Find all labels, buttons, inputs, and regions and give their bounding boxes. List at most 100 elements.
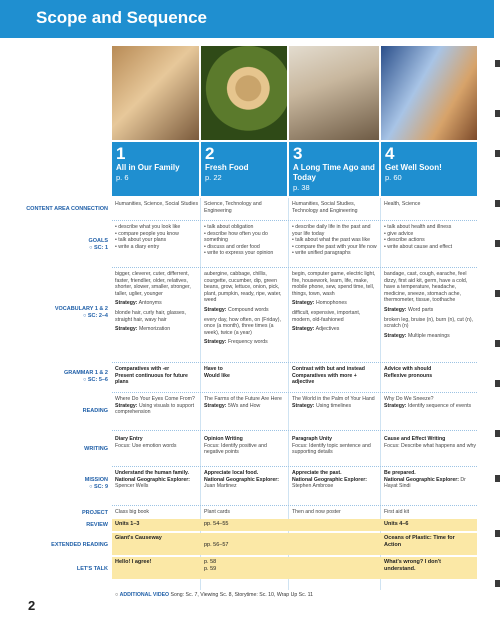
goals-sub: ○ SC: 1: [89, 245, 108, 251]
mission-sc: SC: 9: [93, 484, 108, 490]
vocab-words-2: difficult, expensive, important, modern,…: [292, 309, 361, 323]
reading-title: Why Do We Sneeze?: [384, 396, 434, 402]
label-project: PROJECT: [82, 510, 108, 516]
letstalk-1: Hello! I agree!: [115, 559, 152, 565]
grammar-b: Would like: [204, 372, 230, 379]
reading-strategy: Strategy: Identify sequence of events: [384, 403, 477, 410]
vocab-words-2: every day, how often, on (Friday), once …: [204, 316, 281, 336]
vocab-words: bigger, cleverer, cuter, differrent, fas…: [115, 271, 191, 297]
unit-number: 4: [385, 144, 395, 163]
review-units-1-3: Units 1–3: [115, 521, 140, 527]
edge-tab: [495, 200, 500, 207]
grammar-unit3: Contrast with but and instead Comparative…: [292, 366, 379, 386]
vocab-words: bandage, cast, cough, earache, feel dizz…: [384, 271, 468, 304]
label-vocabulary: VOCABULARY 1 & 2 ○ SC: 2–4: [20, 306, 108, 320]
reading-strategy: Strategy: Using timelines: [292, 403, 379, 410]
grammar-unit4: Advice with should Reflexive pronouns: [384, 366, 477, 379]
strategy-label: Strategy:: [384, 332, 407, 339]
grammar-unit2: Have to Would like: [204, 366, 287, 379]
row-divider: [112, 466, 477, 467]
column-divider: [200, 198, 201, 590]
vocab-sub: ○ SC: 2–4: [82, 313, 108, 319]
strategy-label: Strategy:: [115, 326, 138, 333]
unit2-header: 2 Fresh Food p. 22: [201, 142, 287, 196]
strategy-value: Word parts: [407, 306, 434, 313]
edge-tab: [495, 530, 500, 537]
vocab-strategy: Strategy: Compound words: [204, 307, 287, 314]
review-units-4-6: Units 4–6: [384, 521, 409, 527]
strategy-label: Strategy:: [204, 306, 227, 313]
strategy-value: Compound words: [227, 306, 269, 313]
label-extended-reading: EXTENDED READING: [51, 542, 108, 548]
strategy-label: Strategy:: [204, 339, 227, 346]
goal-item: talk about your plans: [115, 237, 199, 244]
writing-type: Cause and Effect Writing: [384, 436, 446, 442]
strategy-label: Strategy:: [115, 402, 138, 409]
edge-tab: [495, 240, 500, 247]
column-divider: [380, 198, 381, 590]
unit-page: p. 22: [205, 173, 222, 182]
mission-unit3: Appreciate the past. National Geographic …: [292, 470, 379, 490]
grammar-a: Advice with should: [384, 366, 432, 372]
vocab-strategy: Strategy: Antonyms: [115, 300, 199, 307]
unit-name: Fresh Food: [205, 163, 249, 172]
mission-explorer: Spencer Wells: [115, 483, 149, 490]
unit3-header: 3 A Long Time Ago and Today p. 38: [289, 142, 379, 196]
strategy-label: Strategy:: [292, 402, 315, 409]
edge-tab: [495, 580, 500, 587]
edge-tab: [495, 340, 500, 347]
reading-unit1: Where Do Your Eyes Come From? Strategy: U…: [115, 396, 199, 416]
label-goals: GOALS ○ SC: 1: [20, 238, 108, 252]
writing-unit1: Diary Entry Focus: Use emotion words: [115, 436, 199, 449]
strategy-value: Using visuals to support comprehension: [115, 402, 195, 416]
reading-strategy: Strategy: 5Ws and How: [204, 403, 287, 410]
content-unit2: Science, Technology and Engineering: [204, 201, 262, 214]
goal-item: write to express your opinion: [204, 250, 287, 257]
extended-reading-2: Oceans of Plastic: Time for Action: [384, 535, 455, 548]
label-review: REVIEW: [86, 522, 108, 528]
extended-band: [112, 533, 477, 555]
mission-unit1: Understand the human family. National Geo…: [115, 470, 199, 490]
grammar-sc: SC: 5–6: [87, 377, 108, 383]
mission-goal: Appreciate local food.: [204, 470, 259, 476]
strategy-label: Strategy:: [292, 326, 315, 333]
vocab-words: aubergine, cabbage, chillis, courgette, …: [204, 271, 282, 304]
writing-focus: Focus: Identify topic sentence and suppo…: [292, 442, 371, 456]
additional-video: ○ ADDITIONAL VIDEO Song: Sc. 7, Viewing …: [115, 592, 313, 598]
mission-explorer: Juan Martinez: [204, 483, 237, 490]
vocab-strategy-2: Strategy: Memorization: [115, 326, 199, 333]
goals-sc: SC: 1: [93, 245, 108, 251]
extended-reading-1: Giant's Causeway: [115, 535, 162, 541]
strategy-label: Strategy:: [115, 300, 138, 307]
vocab-sc: SC: 2–4: [87, 313, 108, 319]
writing-type: Diary Entry: [115, 436, 143, 442]
label-writing: WRITING: [84, 446, 108, 452]
extended-pages: pp. 56–57: [204, 542, 229, 548]
content-unit3: Humanities, Social Studies, Technology a…: [292, 201, 358, 214]
grammar-a: Have to: [204, 366, 223, 372]
label-reading: READING: [82, 408, 108, 414]
mission-label: MISSION: [84, 477, 108, 483]
goal-item: describe daily life in the past and your…: [292, 224, 379, 237]
additional-video-label: ADDITIONAL VIDEO: [119, 592, 170, 598]
strategy-label: Strategy:: [292, 300, 315, 307]
unit-page: p. 60: [385, 173, 402, 182]
goal-item: talk about what the past was like: [292, 237, 379, 244]
vocab-words: begin, computer game, electric light, fi…: [292, 271, 376, 297]
vocab-strategy-2: Strategy: Frequency words: [204, 339, 287, 346]
reading-title: Where Do Your Eyes Come From?: [115, 396, 195, 402]
goals-unit2: talk about obligation describe how often…: [204, 224, 287, 257]
writing-focus: Focus: Identify positive and negative po…: [204, 442, 267, 456]
grammar-unit1: Comparatives with -er Present continuous …: [115, 366, 199, 386]
goal-item: compare the past with your life now: [292, 244, 379, 251]
grammar-b: Comparatives with more + adjective: [292, 372, 357, 386]
project-unit1: Class big book: [115, 509, 150, 515]
project-unit2: Plant cards: [204, 509, 230, 515]
reading-unit4: Why Do We Sneeze? Strategy: Identify sequ…: [384, 396, 477, 409]
label-grammar: GRAMMAR 1 & 2 ○ SC: 5–6: [20, 370, 108, 384]
page-number: 2: [28, 598, 36, 613]
goal-item: talk about obligation: [204, 224, 287, 231]
reading-title: The Farms of the Future Are Here: [204, 396, 282, 402]
strategy-label: Strategy:: [384, 306, 407, 313]
mission-goal: Understand the human family.: [115, 470, 189, 476]
